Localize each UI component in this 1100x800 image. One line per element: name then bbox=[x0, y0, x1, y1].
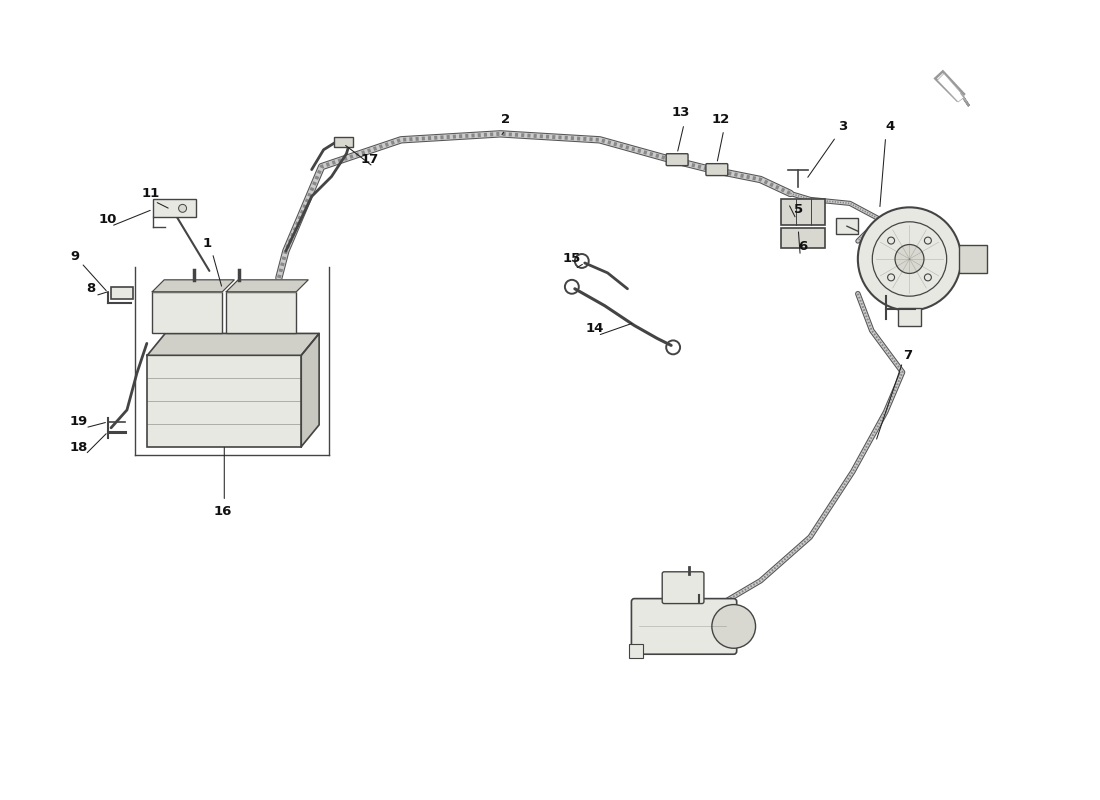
Text: 16: 16 bbox=[213, 505, 231, 518]
Text: 8: 8 bbox=[87, 282, 96, 295]
Polygon shape bbox=[227, 280, 308, 292]
Text: 6: 6 bbox=[799, 239, 807, 253]
Text: 15: 15 bbox=[563, 253, 581, 266]
FancyBboxPatch shape bbox=[333, 137, 353, 146]
Text: 14: 14 bbox=[585, 322, 604, 335]
FancyBboxPatch shape bbox=[781, 228, 825, 248]
Circle shape bbox=[712, 605, 756, 648]
FancyBboxPatch shape bbox=[227, 292, 296, 334]
Polygon shape bbox=[301, 334, 319, 446]
FancyBboxPatch shape bbox=[631, 598, 737, 654]
FancyBboxPatch shape bbox=[898, 308, 922, 326]
Text: 3: 3 bbox=[838, 121, 848, 134]
Circle shape bbox=[895, 245, 924, 274]
Polygon shape bbox=[152, 280, 234, 292]
FancyBboxPatch shape bbox=[111, 286, 133, 298]
FancyBboxPatch shape bbox=[836, 218, 858, 234]
FancyBboxPatch shape bbox=[153, 199, 197, 218]
Text: 13: 13 bbox=[672, 106, 691, 118]
FancyBboxPatch shape bbox=[781, 199, 825, 226]
FancyBboxPatch shape bbox=[959, 245, 987, 273]
Text: 19: 19 bbox=[69, 415, 87, 428]
Polygon shape bbox=[937, 74, 967, 102]
Text: 18: 18 bbox=[69, 441, 88, 454]
Text: 9: 9 bbox=[70, 250, 80, 262]
Text: 10: 10 bbox=[99, 213, 118, 226]
Text: 1: 1 bbox=[202, 237, 212, 250]
FancyBboxPatch shape bbox=[147, 355, 301, 446]
FancyBboxPatch shape bbox=[662, 572, 704, 603]
Text: 2: 2 bbox=[500, 114, 510, 126]
Text: 11: 11 bbox=[142, 187, 160, 200]
FancyBboxPatch shape bbox=[629, 644, 644, 658]
Text: 17: 17 bbox=[360, 153, 378, 166]
FancyBboxPatch shape bbox=[667, 154, 688, 166]
Text: 4: 4 bbox=[886, 121, 894, 134]
Polygon shape bbox=[147, 334, 319, 355]
FancyBboxPatch shape bbox=[152, 292, 222, 334]
Polygon shape bbox=[935, 71, 969, 106]
Circle shape bbox=[858, 207, 961, 310]
Text: 12: 12 bbox=[712, 114, 730, 126]
FancyBboxPatch shape bbox=[706, 164, 728, 175]
Text: 5: 5 bbox=[794, 203, 803, 216]
Circle shape bbox=[178, 204, 187, 212]
Text: 7: 7 bbox=[903, 349, 912, 362]
